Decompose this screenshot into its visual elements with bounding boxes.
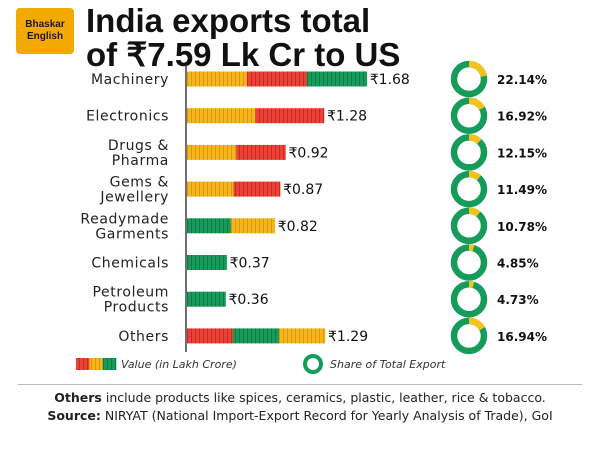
legend-donut-label: Share of Total Export <box>330 358 446 371</box>
donut-share-arc <box>450 317 488 355</box>
value-label: ₹0.92 <box>288 145 328 161</box>
bar-segment <box>236 144 286 160</box>
source-note-label: Source: <box>47 408 101 423</box>
brand-logo: Bhaskar English <box>16 8 74 54</box>
value-label: ₹0.36 <box>229 292 269 308</box>
donut-ring <box>450 207 488 245</box>
brand-line1: Bhaskar <box>25 19 65 30</box>
title-line2: of ₹7.59 Lk Cr to US <box>86 36 401 73</box>
chart-row: Machinery ₹1.68 22.14% <box>91 60 547 98</box>
bar-segment <box>233 328 280 344</box>
category-label: Chemicals <box>91 256 169 272</box>
category-label: Products <box>104 300 169 316</box>
share-label: 4.73% <box>497 293 539 307</box>
legend-bar-label: Value (in Lakh Crore) <box>121 358 237 371</box>
share-label: 16.94% <box>497 330 547 344</box>
category-label: Readymade <box>80 211 169 227</box>
bar-segment <box>230 218 276 234</box>
source-note: Source: NIRYAT (National Import-Export R… <box>20 408 580 423</box>
donut-share-arc <box>450 280 488 318</box>
legend-bar-swatch <box>76 358 90 370</box>
value-label: ₹0.37 <box>230 256 270 272</box>
chart-row: Electronics ₹1.28 16.92% <box>86 97 547 134</box>
chart-row: Gems &Jewellery ₹0.87 11.49% <box>99 170 547 208</box>
donut-share-arc <box>450 170 488 208</box>
category-label: Garments <box>95 226 169 242</box>
category-label: Electronics <box>86 109 169 125</box>
bar-segment <box>255 108 325 124</box>
donut-ring <box>450 170 488 208</box>
bar-segment <box>187 291 226 307</box>
donut-share-arc <box>450 207 488 245</box>
category-label: Gems & <box>110 175 169 191</box>
chart-title: India exports total of ₹7.59 Lk Cr to US <box>86 4 596 72</box>
category-label: Machinery <box>91 72 169 88</box>
bar-segment <box>279 328 326 344</box>
share-label: 4.85% <box>497 257 539 271</box>
category-label: Others <box>118 329 169 345</box>
value-label: ₹1.29 <box>328 329 368 345</box>
category-label: Petroleum <box>93 285 169 301</box>
others-note-label: Others <box>54 390 102 405</box>
bar-segment <box>187 181 234 197</box>
share-label: 10.78% <box>497 220 547 234</box>
bar-segment <box>187 328 234 344</box>
bar-segment <box>187 144 237 160</box>
legend-bar-swatch <box>89 358 103 370</box>
share-label: 11.49% <box>497 183 547 197</box>
bar-segment <box>306 71 368 87</box>
value-label: ₹1.28 <box>327 109 367 125</box>
legend-donut-swatch <box>303 354 323 374</box>
donut-share-arc <box>450 244 488 281</box>
chart-row: Others ₹1.29 16.94% <box>118 317 547 355</box>
category-label: Jewellery <box>99 190 169 206</box>
donut-share-arc <box>450 134 488 171</box>
bar-segment <box>246 71 308 87</box>
bar-segment <box>233 181 281 197</box>
brand-line2: English <box>26 31 64 42</box>
donut-ring <box>450 134 488 171</box>
source-note-text: NIRYAT (National Import-Export Record fo… <box>100 408 553 423</box>
bar-segment <box>187 255 227 270</box>
donut-ring <box>450 280 488 318</box>
donut-share-arc <box>450 60 488 98</box>
share-label: 12.15% <box>497 146 547 160</box>
category-label: Pharma <box>112 153 169 169</box>
value-label: ₹0.87 <box>283 182 323 198</box>
bar-segment <box>187 218 232 234</box>
category-label: Drugs & <box>108 138 169 154</box>
value-label: ₹0.82 <box>278 219 318 235</box>
footnotes: Others include products like spices, cer… <box>20 390 580 423</box>
donut-share-arc <box>450 97 488 134</box>
others-note: Others include products like spices, cer… <box>20 390 580 405</box>
chart-row: Chemicals ₹0.37 4.85% <box>91 244 539 281</box>
title-line1: India exports total <box>86 2 371 39</box>
notes-divider <box>18 384 582 385</box>
share-label: 22.14% <box>497 73 547 87</box>
bar-segment <box>187 71 248 87</box>
share-label: 16.92% <box>497 110 547 124</box>
chart-row: Drugs &Pharma ₹0.92 12.15% <box>108 134 547 171</box>
others-note-text: include products like spices, ceramics, … <box>101 390 546 405</box>
bar-segment <box>187 108 256 124</box>
value-label: ₹1.68 <box>370 72 410 88</box>
donut-ring <box>450 244 488 281</box>
legend-bar-swatch <box>102 358 117 370</box>
